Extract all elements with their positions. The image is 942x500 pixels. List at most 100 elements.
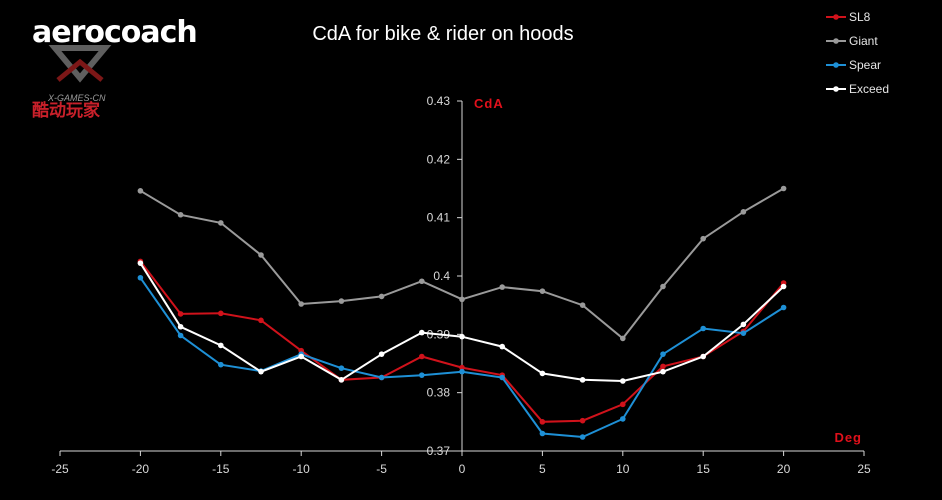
- data-point: [218, 361, 224, 368]
- x-tick-label: 10: [616, 462, 630, 476]
- legend-label: Exceed: [849, 82, 889, 96]
- data-point: [137, 260, 144, 266]
- y-axis-label: CdA: [474, 96, 504, 111]
- legend-swatch-marker: [833, 14, 839, 20]
- y-tick-label: 0.43: [427, 94, 451, 108]
- x-tick-label: 20: [777, 462, 791, 476]
- data-point: [459, 368, 465, 375]
- data-point: [620, 416, 626, 422]
- data-point: [338, 377, 345, 383]
- data-point: [298, 353, 305, 360]
- data-point: [338, 365, 345, 371]
- data-point: [137, 274, 144, 281]
- data-point: [579, 302, 586, 308]
- x-tick-label: -10: [293, 462, 311, 476]
- data-point: [700, 325, 706, 332]
- x-tick-label: -25: [51, 462, 69, 476]
- x-tick-label: 25: [857, 462, 871, 476]
- x-tick-label: -20: [132, 462, 150, 476]
- data-point: [298, 301, 305, 307]
- data-point: [539, 288, 546, 294]
- data-point: [700, 353, 706, 360]
- data-point: [620, 401, 626, 408]
- data-point: [177, 211, 184, 218]
- x-tick-label: 15: [697, 462, 711, 476]
- data-point: [378, 293, 385, 300]
- chart-legend: SL8 Giant Spear Exceed: [826, 10, 889, 96]
- data-point: [218, 342, 224, 349]
- y-tick-label: 0.42: [427, 152, 451, 166]
- y-tick-label: 0.41: [427, 211, 451, 225]
- logo-wordmark: aerocoach: [32, 15, 197, 50]
- data-point: [419, 353, 425, 360]
- y-tick-label: 0.37: [427, 444, 451, 458]
- data-point: [218, 220, 224, 226]
- series-giant: [137, 185, 787, 342]
- aerocoach-logo: aerocoach X-GAMES-CN 酷动玩家: [32, 15, 198, 120]
- data-point: [780, 304, 787, 311]
- data-point: [780, 185, 787, 192]
- data-point: [579, 434, 586, 440]
- data-point: [419, 329, 425, 336]
- data-point: [459, 333, 465, 340]
- data-point: [539, 370, 546, 377]
- legend-item-sl8: SL8: [826, 10, 871, 24]
- legend-label: SL8: [849, 10, 871, 24]
- data-point: [620, 335, 626, 342]
- legend-item-spear: Spear: [826, 58, 881, 72]
- data-point: [539, 430, 546, 437]
- x-tick-label: -5: [376, 462, 387, 476]
- data-point: [177, 311, 184, 317]
- data-point: [378, 374, 385, 381]
- watermark-top-text: X-GAMES-CN: [47, 93, 106, 103]
- data-point: [499, 284, 506, 290]
- data-point: [419, 278, 425, 285]
- data-point: [499, 374, 506, 381]
- legend-swatch-marker: [833, 38, 839, 44]
- data-point: [660, 351, 666, 357]
- y-tick-label: 0.4: [433, 269, 450, 283]
- x-tick-label: 0: [459, 462, 466, 476]
- data-point: [258, 252, 264, 258]
- data-point: [579, 417, 586, 424]
- data-point: [459, 296, 465, 303]
- data-point: [700, 235, 706, 242]
- data-point: [258, 317, 264, 324]
- data-point: [137, 188, 144, 194]
- series-exceed: [137, 260, 787, 384]
- x-tick-label: 5: [539, 462, 546, 476]
- series-lines: [137, 185, 787, 440]
- data-point: [539, 419, 546, 425]
- data-point: [459, 364, 465, 371]
- data-point: [740, 321, 747, 328]
- legend-swatch-marker: [833, 62, 839, 68]
- data-point: [579, 377, 586, 383]
- chart-title: CdA for bike & rider on hoods: [312, 23, 573, 45]
- data-point: [740, 209, 747, 215]
- legend-label: Spear: [849, 58, 881, 72]
- data-point: [177, 332, 184, 339]
- data-point: [660, 283, 666, 290]
- x-axis-label: Deg: [834, 430, 862, 445]
- data-point: [378, 351, 385, 357]
- watermark-bottom-text: 酷动玩家: [32, 100, 100, 120]
- legend-swatch-marker: [833, 86, 839, 92]
- data-point: [419, 372, 425, 378]
- data-point: [660, 363, 666, 370]
- data-point: [218, 310, 224, 317]
- data-point: [258, 368, 264, 375]
- data-point: [780, 283, 787, 290]
- axis-ticks: 0.370.380.390.40.410.420.43-25 -20 -15 -10-…: [51, 94, 871, 476]
- data-point: [740, 330, 747, 336]
- y-tick-label: 0.38: [427, 386, 451, 400]
- watermark-icon: [48, 45, 112, 83]
- data-point: [499, 343, 506, 350]
- x-tick-label: -15: [212, 462, 230, 476]
- data-point: [620, 378, 626, 384]
- data-point: [660, 368, 666, 375]
- legend-label: Giant: [849, 34, 878, 48]
- data-point: [177, 323, 184, 330]
- legend-item-giant: Giant: [826, 34, 878, 48]
- data-point: [338, 298, 345, 304]
